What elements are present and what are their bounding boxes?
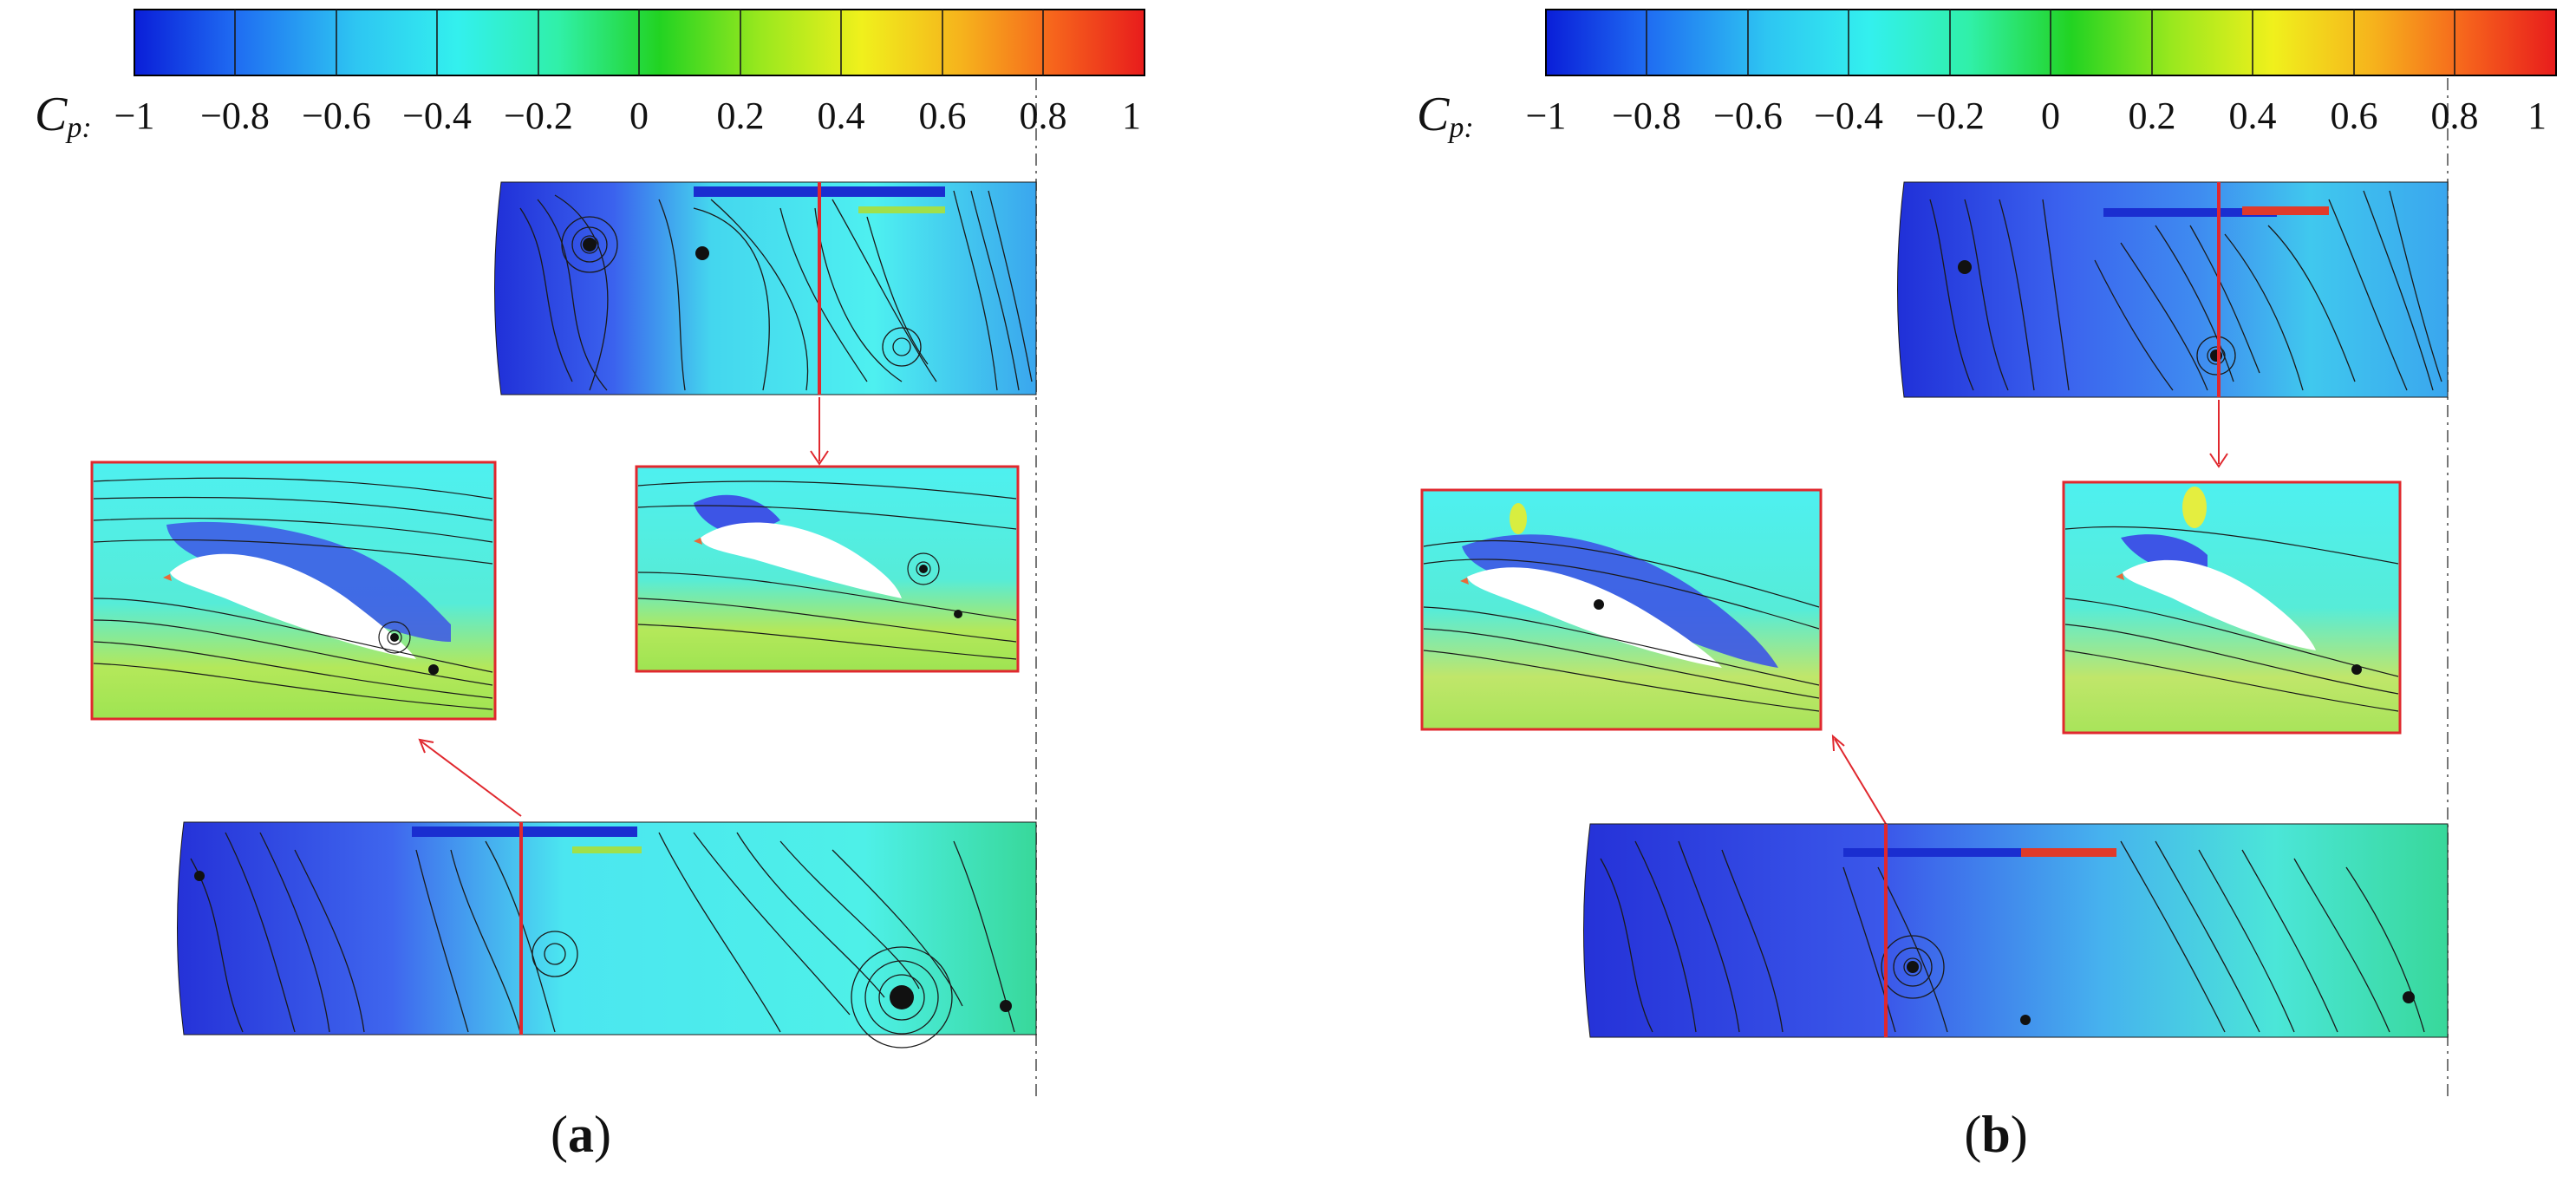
colorbar-tick: 1 — [1122, 95, 1141, 137]
colorbar-tick: 0.8 — [2430, 95, 2479, 137]
top-surface-view — [494, 181, 1037, 395]
inset-left — [90, 461, 497, 721]
colorbar-tick: −1 — [114, 95, 155, 137]
panel-a-figure — [90, 9, 1145, 1101]
colorbar-tick: 1 — [2527, 95, 2547, 137]
colorbar-tick: 0 — [2041, 95, 2060, 137]
colorbar-tick: −0.4 — [1814, 95, 1883, 137]
bottom-surface-view — [177, 821, 1037, 1049]
colorbar-variable-a: Cp: — [35, 88, 92, 144]
colorbar-tick: 0.8 — [1019, 95, 1067, 137]
colorbar-tick: 0.6 — [918, 95, 967, 137]
panel-a: Cp: −1 −0.8 −0.6 −0.4 −0.2 0 0.2 0.4 0.6… — [35, 9, 1145, 1163]
top-surface-view — [1897, 181, 2449, 398]
panel-b-figure — [1420, 9, 2557, 1101]
panel-label-b: (b) — [1964, 1106, 2028, 1163]
colorbar-tick: −0.8 — [1612, 95, 1681, 137]
bottom-surface-view — [1583, 823, 2449, 1038]
inset-left — [1420, 488, 1823, 731]
colorbar-tick: 0.2 — [716, 95, 765, 137]
colorbar-tick: 0.6 — [2330, 95, 2378, 137]
colorbar-tick: −0.6 — [1713, 95, 1783, 137]
colorbar-tick: 0.4 — [2228, 95, 2277, 137]
inset-right — [2062, 480, 2402, 735]
colorbar-tick: −0.6 — [302, 95, 371, 137]
colorbar-tick: 0.4 — [817, 95, 865, 137]
colorbar-dividers — [1646, 10, 2455, 75]
inset-right — [635, 465, 1020, 673]
colorbar-variable-b: Cp: — [1417, 88, 1474, 144]
panel-b: Cp: −1 −0.8 −0.6 −0.4 −0.2 0 0.2 0.4 0.6… — [1288, 0, 2576, 1189]
colorbar-tick: 0.2 — [2128, 95, 2176, 137]
colorbar-tick: −0.4 — [402, 95, 472, 137]
colorbar-tick: −1 — [1525, 95, 1567, 137]
panel-label-a: (a) — [551, 1106, 611, 1163]
colorbar-tick: −0.8 — [200, 95, 270, 137]
colorbar-tick: −0.2 — [1915, 95, 1985, 137]
colorbar-tick: −0.2 — [504, 95, 573, 137]
colorbar-dividers — [234, 10, 1044, 75]
colorbar-tick: 0 — [629, 95, 649, 137]
